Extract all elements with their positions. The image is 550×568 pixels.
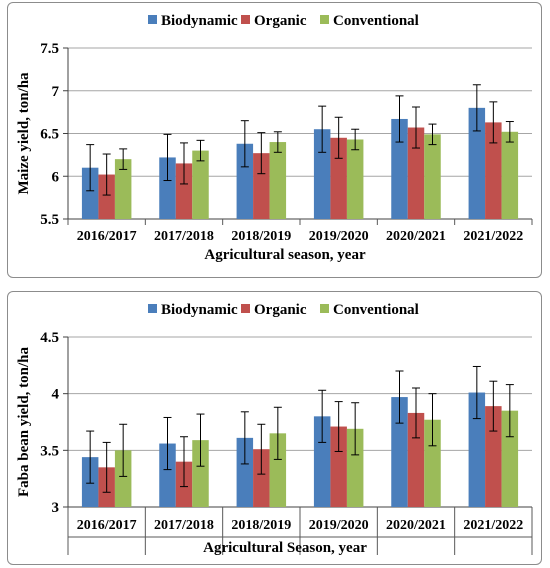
- bar-conventional-1: [114, 159, 132, 219]
- legend-label-conventional: Conventional: [333, 13, 419, 29]
- bar-organic-3: [253, 449, 270, 507]
- x-tick-label: 2019/2020: [309, 518, 369, 533]
- bar-conventional-2: [192, 440, 209, 507]
- faba-bean-yield-chart: 3 3.5 4 4.5 2016/2017 2017/2018 2018/2019 2019/…: [16, 302, 533, 556]
- legend-swatch-conventional: [320, 304, 329, 313]
- bar-conventional-5: [424, 419, 441, 507]
- y-tick-label: 3: [52, 500, 60, 516]
- bar-conventional-4: [346, 139, 364, 219]
- bar-organic-3: [253, 153, 270, 219]
- x-tick-label: 2017/2018: [154, 518, 214, 533]
- bar-conventional-1: [114, 450, 132, 507]
- y-tick-label: 3.5: [40, 443, 59, 459]
- legend-label-conventional: Conventional: [333, 302, 419, 318]
- y-tick-label: 4: [52, 387, 60, 403]
- y-tick-label: 7: [52, 84, 60, 100]
- x-tick-label: 2020/2021: [386, 518, 446, 533]
- y-tick-label: 6: [52, 169, 60, 185]
- y-tick-label: 4.5: [40, 330, 59, 346]
- bar-biodynamic-3: [236, 437, 254, 507]
- legend-label-organic: Organic: [254, 13, 307, 29]
- y-tick-label: 7.5: [40, 41, 59, 57]
- bar-organic-5: [407, 127, 425, 219]
- x-axis-title: Agricultural season, year: [204, 247, 366, 263]
- x-tick-label: 2019/2020: [309, 229, 369, 244]
- bar-conventional-6: [501, 410, 519, 507]
- legend-label-organic: Organic: [254, 302, 307, 318]
- bar-biodynamic-6: [468, 107, 486, 219]
- legend-label-biodynamic: Biodynamic: [161, 302, 238, 318]
- bar-biodynamic-5: [391, 397, 408, 507]
- y-axis-title: Faba bean yield, ton/ha: [16, 346, 32, 497]
- y-axis-title: Maize yield, ton/ha: [16, 72, 32, 195]
- bar-biodynamic-5: [391, 118, 408, 219]
- bar-organic-2: [175, 163, 193, 219]
- bar-conventional-3: [269, 433, 287, 507]
- x-tick-label: 2018/2019: [231, 229, 291, 244]
- bar-organic-6: [485, 122, 502, 219]
- x-tick-label: 2020/2021: [386, 229, 446, 244]
- legend-swatch-conventional: [320, 15, 329, 24]
- bar-conventional-4: [346, 428, 364, 507]
- bar-conventional-5: [424, 134, 441, 219]
- maize-yield-chart: 5.5 6 6.5 7 7.5 2016/2017 2017/2018 2018/2019 20…: [16, 13, 533, 263]
- bar-conventional-3: [269, 142, 287, 219]
- bar-conventional-2: [192, 150, 209, 219]
- x-tick-label: 2021/2022: [463, 229, 523, 244]
- bar-organic-4: [330, 426, 347, 507]
- legend-label-biodynamic: Biodynamic: [161, 13, 238, 29]
- bar-conventional-6: [501, 131, 519, 219]
- bar-biodynamic-3: [236, 143, 254, 219]
- bar-organic-5: [407, 412, 425, 507]
- legend-swatch-biodynamic: [148, 304, 157, 313]
- bar-organic-4: [330, 137, 347, 219]
- legend-swatch-biodynamic: [148, 15, 157, 24]
- legend-swatch-organic: [241, 304, 250, 313]
- bar-organic-6: [485, 406, 502, 507]
- bar-organic-1: [98, 174, 115, 219]
- x-tick-label: 2018/2019: [231, 518, 291, 533]
- maize-chart-panel: 5.5 6 6.5 7 7.5 2016/2017 2017/2018 2018/2019 20…: [7, 2, 542, 278]
- x-axis-title: Agricultural Season, year: [203, 540, 367, 556]
- x-tick-label: 2016/2017: [77, 229, 137, 244]
- bar-biodynamic-2: [159, 157, 176, 219]
- x-tick-label: 2016/2017: [77, 518, 137, 533]
- bar-biodynamic-4: [313, 129, 331, 219]
- bar-biodynamic-2: [159, 443, 176, 507]
- legend-swatch-organic: [241, 15, 250, 24]
- bar-biodynamic-1: [81, 167, 99, 219]
- faba-bean-chart-panel: 3 3.5 4 4.5 2016/2017 2017/2018 2018/2019 2019/…: [7, 291, 542, 565]
- bar-biodynamic-4: [313, 416, 331, 507]
- x-tick-label: 2021/2022: [463, 518, 523, 533]
- y-tick-label: 6.5: [40, 127, 59, 143]
- y-tick-label: 5.5: [40, 212, 59, 228]
- x-tick-label: 2017/2018: [154, 229, 214, 244]
- bar-biodynamic-6: [468, 392, 486, 507]
